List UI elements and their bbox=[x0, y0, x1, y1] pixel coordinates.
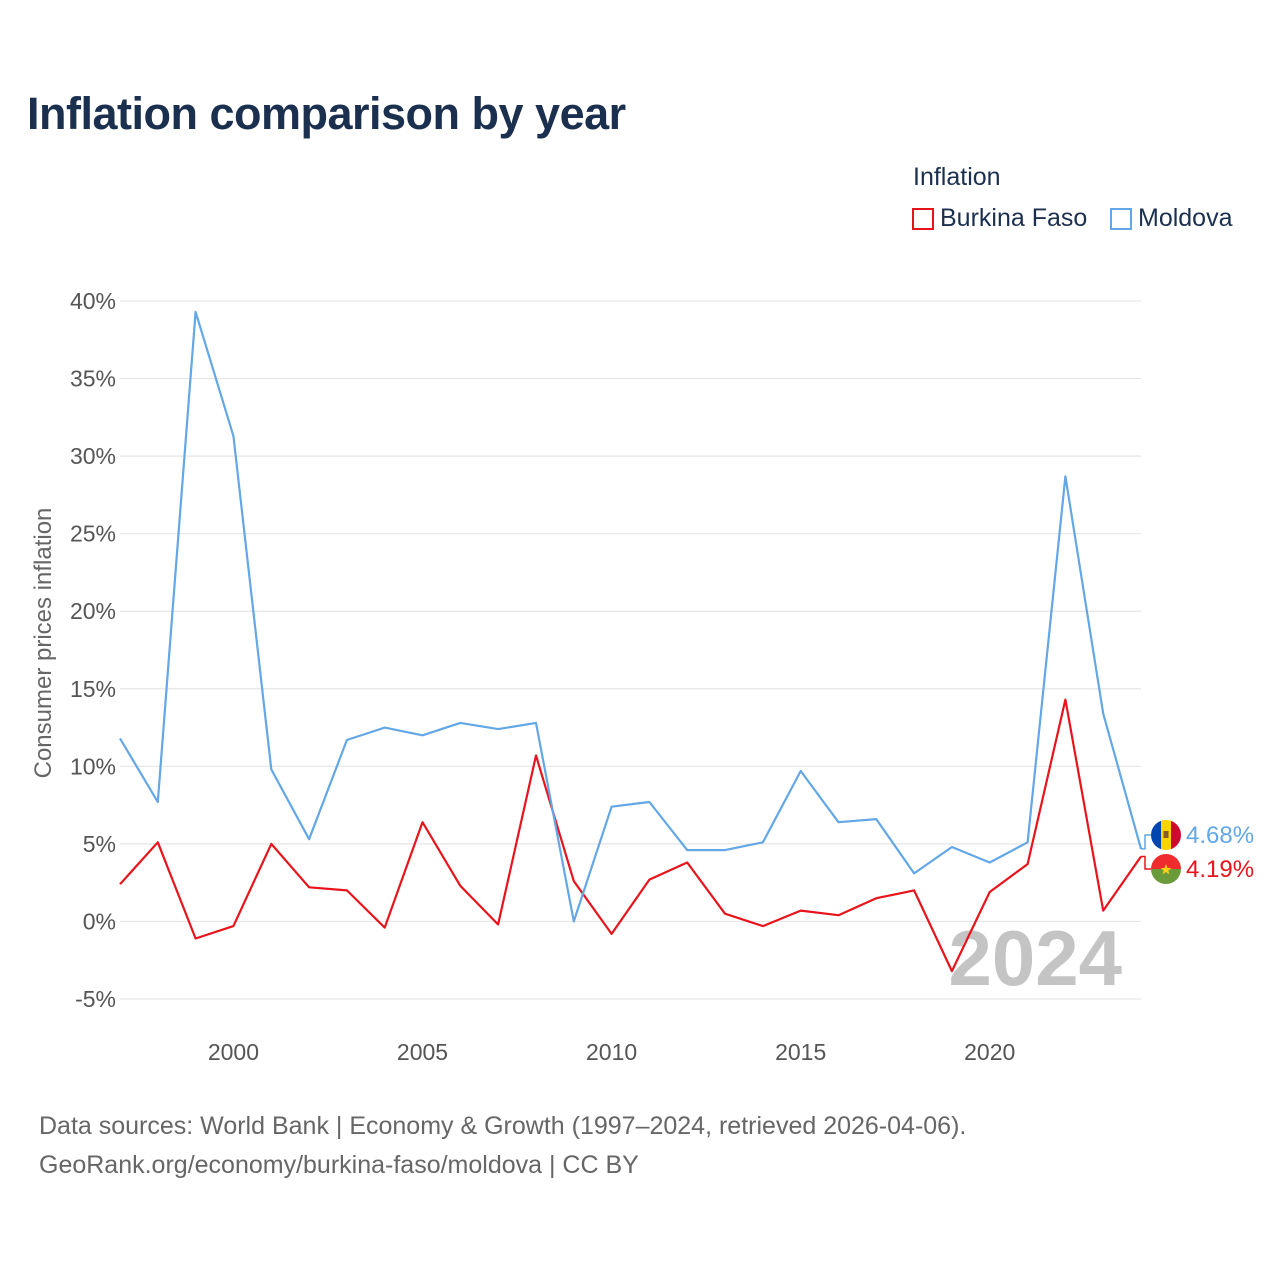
x-tick-label: 2005 bbox=[397, 1039, 448, 1065]
legend-label-burkina-faso: Burkina Faso bbox=[940, 204, 1088, 232]
y-axis-label: Consumer prices inflation bbox=[30, 508, 57, 779]
series-line-burkina-faso[interactable] bbox=[119, 698, 1142, 973]
y-tick-label: 10% bbox=[70, 753, 116, 779]
legend-label-moldova: Moldova bbox=[1138, 204, 1233, 232]
y-tick-label: 0% bbox=[83, 908, 116, 934]
series-lines bbox=[119, 310, 1143, 973]
y-tick-label: 5% bbox=[83, 831, 116, 857]
y-tick-label: -5% bbox=[75, 986, 116, 1012]
legend-title: Inflation bbox=[913, 163, 1001, 191]
legend-item-moldova[interactable]: Moldova bbox=[1110, 204, 1233, 233]
end-connector-moldova bbox=[1141, 834, 1151, 850]
footer-credit: GeoRank.org/economy/burkina-faso/moldova… bbox=[39, 1151, 639, 1179]
series-line-moldova[interactable] bbox=[119, 310, 1143, 923]
grid-lines bbox=[120, 300, 1141, 1000]
burkina-faso-flag-icon bbox=[1151, 854, 1181, 884]
moldova-flag-icon bbox=[1151, 820, 1181, 850]
year-watermark: 2024 bbox=[948, 914, 1122, 1002]
end-label-moldova: 4.68% bbox=[1186, 822, 1254, 849]
end-labels: 4.68% 4.19% bbox=[1141, 822, 1254, 883]
legend-swatch-burkina-faso bbox=[912, 207, 934, 230]
x-axis-ticks: 2000 2005 2010 2015 2020 bbox=[208, 1039, 1015, 1065]
x-tick-label: 2010 bbox=[586, 1039, 637, 1065]
chart-title: Inflation comparison by year bbox=[27, 88, 626, 139]
end-connector-burkina-faso bbox=[1141, 855, 1151, 870]
y-tick-label: 25% bbox=[70, 521, 116, 547]
y-tick-label: 40% bbox=[70, 288, 116, 314]
y-tick-label: 15% bbox=[70, 676, 116, 702]
x-tick-label: 2015 bbox=[775, 1039, 826, 1065]
footer: Data sources: World Bank | Economy & Gro… bbox=[39, 1107, 966, 1185]
footer-source: Data sources: World Bank | Economy & Gro… bbox=[39, 1112, 967, 1140]
legend-swatch-moldova bbox=[1110, 207, 1132, 230]
legend-item-burkina-faso[interactable]: Burkina Faso bbox=[912, 204, 1087, 233]
y-tick-label: 35% bbox=[70, 366, 116, 392]
y-tick-label: 20% bbox=[70, 598, 116, 624]
end-label-burkina-faso: 4.19% bbox=[1186, 856, 1254, 883]
y-axis-ticks: -5% 0% 5% 10% 15% 20% 25% 30% 35% 40% bbox=[70, 288, 116, 1012]
y-tick-label: 30% bbox=[70, 443, 116, 469]
x-tick-label: 2000 bbox=[208, 1039, 259, 1065]
x-tick-label: 2020 bbox=[964, 1039, 1015, 1065]
